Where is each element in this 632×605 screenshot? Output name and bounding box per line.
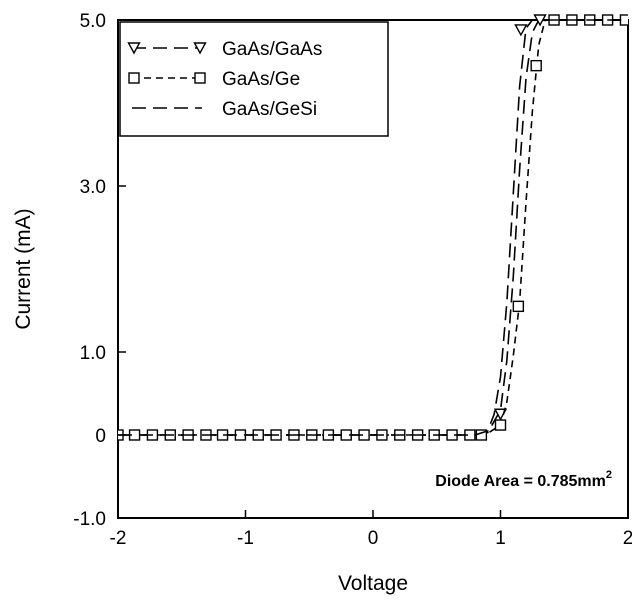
series-gaas-gesi bbox=[118, 19, 628, 436]
x-tick-label: -1 bbox=[237, 528, 254, 549]
y-tick-label: 3.0 bbox=[80, 177, 106, 198]
x-axis-title: Voltage bbox=[338, 572, 408, 595]
y-tick-label: 0 bbox=[95, 426, 106, 447]
legend-entry: GaAs/GeSi bbox=[132, 99, 317, 120]
legend-swatch-marker bbox=[193, 42, 207, 55]
series-line bbox=[118, 19, 628, 436]
y-axis-title: Current (mA) bbox=[12, 208, 35, 329]
diode-area-annotation: Diode Area = 0.785mm2 bbox=[435, 469, 612, 490]
tick-layer: -2 -1 0 1 2 -1.0 0 1.0 3.0 5.0 bbox=[73, 11, 632, 549]
diode-area-text: Diode Area = 0.785mm bbox=[435, 473, 606, 490]
data-point bbox=[494, 419, 507, 431]
legend-label: GaAs/GaAs bbox=[222, 39, 322, 60]
diode-area-superscript: 2 bbox=[606, 469, 612, 481]
legend-label: GaAs/GeSi bbox=[222, 99, 317, 120]
legend-entry: GaAs/GaAs bbox=[127, 39, 322, 60]
y-tick-label: 5.0 bbox=[80, 11, 106, 32]
x-tick-label: 2 bbox=[623, 528, 632, 549]
legend-swatch-marker bbox=[128, 72, 140, 84]
legend-swatch-marker bbox=[194, 72, 206, 84]
x-tick-label: -2 bbox=[110, 528, 127, 549]
data-point bbox=[533, 14, 547, 27]
legend-entry: GaAs/Ge bbox=[128, 69, 300, 90]
data-point bbox=[514, 24, 528, 37]
x-tick-label: 1 bbox=[495, 528, 506, 549]
series-layer bbox=[118, 14, 628, 441]
legend-box bbox=[119, 21, 389, 137]
y-tick-label: 1.0 bbox=[80, 343, 106, 364]
y-tick-label: -1.0 bbox=[73, 509, 106, 530]
data-point bbox=[530, 59, 542, 72]
legend: GaAs/GaAs GaAs/Ge GaAs/GeSi bbox=[119, 21, 389, 137]
legend-swatch-marker bbox=[127, 42, 141, 55]
data-point bbox=[512, 300, 525, 313]
legend-label: GaAs/Ge bbox=[222, 69, 300, 90]
x-tick-label: 0 bbox=[368, 528, 379, 549]
